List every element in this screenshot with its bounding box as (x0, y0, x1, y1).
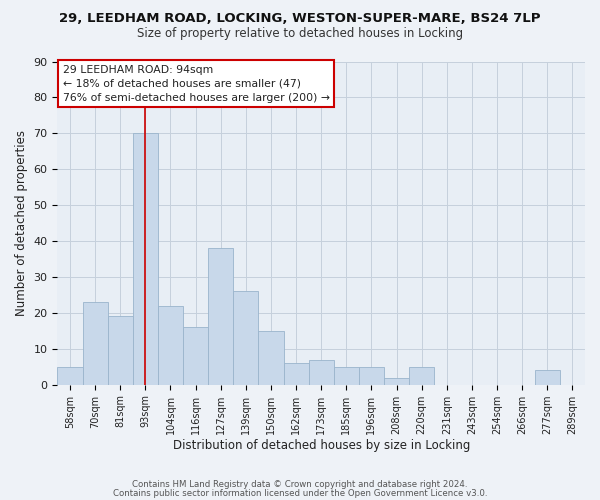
Bar (409, 367, 434, 384)
Bar (233, 292, 259, 384)
Bar (308, 360, 334, 384)
Text: Contains public sector information licensed under the Open Government Licence v3: Contains public sector information licen… (113, 488, 487, 498)
Bar (284, 363, 308, 384)
Text: Contains HM Land Registry data © Crown copyright and database right 2024.: Contains HM Land Registry data © Crown c… (132, 480, 468, 489)
Text: Size of property relative to detached houses in Locking: Size of property relative to detached ho… (137, 28, 463, 40)
Bar (208, 248, 233, 384)
Bar (535, 370, 560, 384)
Text: 29, LEEDHAM ROAD, LOCKING, WESTON-SUPER-MARE, BS24 7LP: 29, LEEDHAM ROAD, LOCKING, WESTON-SUPER-… (59, 12, 541, 26)
Y-axis label: Number of detached properties: Number of detached properties (15, 130, 28, 316)
Bar (83, 302, 107, 384)
X-axis label: Distribution of detached houses by size in Locking: Distribution of detached houses by size … (173, 440, 470, 452)
Bar (183, 328, 208, 384)
Bar (259, 331, 284, 384)
Text: 29 LEEDHAM ROAD: 94sqm
← 18% of detached houses are smaller (47)
76% of semi-det: 29 LEEDHAM ROAD: 94sqm ← 18% of detached… (62, 64, 329, 102)
Bar (359, 367, 384, 384)
Bar (334, 367, 359, 384)
Bar (158, 306, 183, 384)
Bar (133, 134, 158, 384)
Bar (58, 367, 83, 384)
Bar (384, 378, 409, 384)
Bar (107, 316, 133, 384)
